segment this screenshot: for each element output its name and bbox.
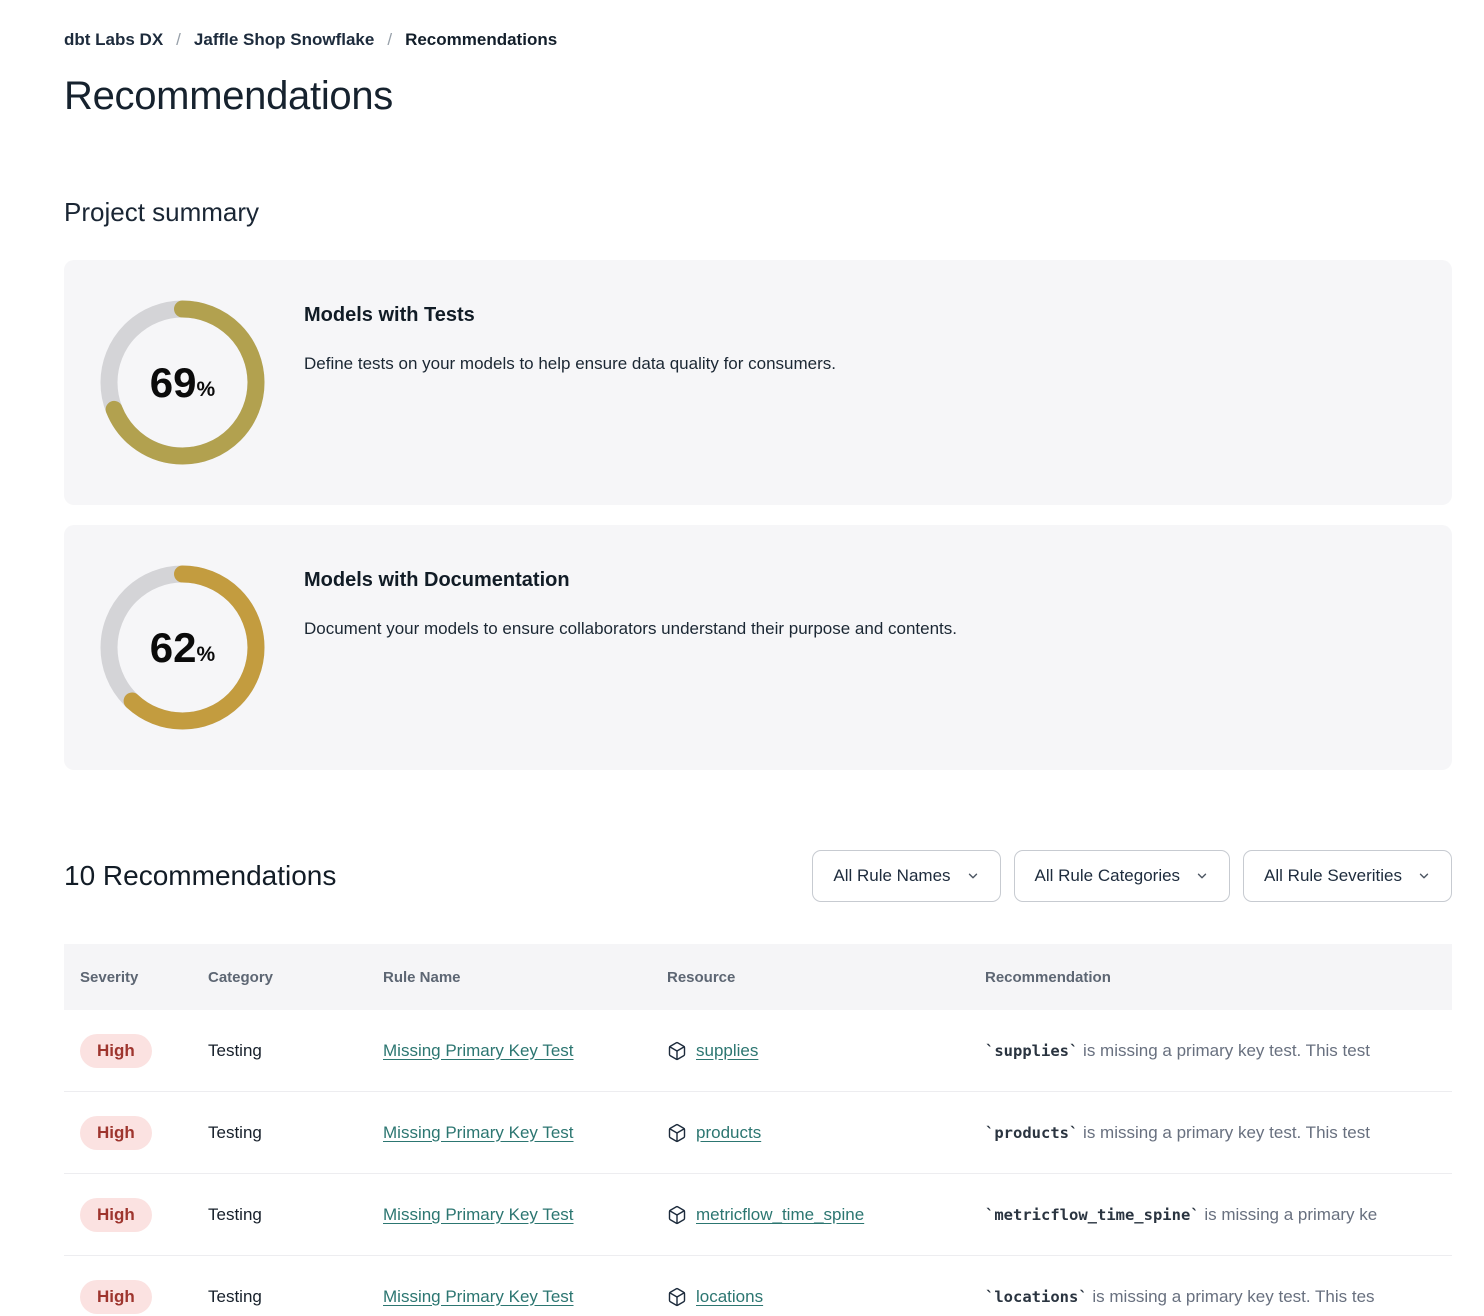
resource-link[interactable]: supplies (696, 1040, 759, 1060)
category-cell: Testing (208, 1122, 262, 1142)
recommendation-cell: `locations` is missing a primary key tes… (985, 1287, 1452, 1307)
summary-card-text: Models with Tests Define tests on your m… (304, 260, 836, 374)
summary-card-description: Define tests on your models to help ensu… (304, 354, 837, 373)
rule-name-link[interactable]: Missing Primary Key Test (383, 1286, 574, 1306)
filter-all-rule-categories[interactable]: All Rule Categories (1013, 850, 1231, 902)
recommendation-cell: `metricflow_time_spine` is missing a pri… (985, 1205, 1452, 1225)
column-header-category: Category (208, 968, 274, 986)
table-row: High Testing Missing Primary Key Test me… (64, 1174, 1452, 1256)
breadcrumb-separator: / (387, 30, 393, 49)
filter-all-rule-severities[interactable]: All Rule Severities (1243, 850, 1452, 902)
page-title: Recommendations (64, 74, 393, 118)
rule-name-link[interactable]: Missing Primary Key Test (383, 1040, 574, 1060)
cube-icon (667, 1041, 687, 1061)
resource-cell: products (667, 1123, 985, 1143)
column-header-severity: Severity (80, 968, 139, 986)
cube-icon (667, 1287, 687, 1307)
breadcrumb-item-recommendations: Recommendations (405, 30, 558, 49)
summary-card: 62% Models with Documentation Document y… (64, 525, 1452, 770)
breadcrumb: dbt Labs DX / Jaffle Shop Snowflake / Re… (64, 30, 1452, 50)
category-cell: Testing (208, 1040, 262, 1060)
column-header-rule-name: Rule Name (383, 968, 461, 986)
resource-cell: locations (667, 1287, 985, 1307)
summary-card-text: Models with Documentation Document your … (304, 525, 957, 639)
table-row: High Testing Missing Primary Key Test lo… (64, 1256, 1452, 1316)
filter-all-rule-names[interactable]: All Rule Names (812, 850, 1001, 902)
breadcrumb-separator: / (176, 30, 181, 49)
breadcrumb-item-jaffle-shop-snowflake[interactable]: Jaffle Shop Snowflake (193, 30, 375, 49)
project-summary-cards: 69% Models with Tests Define tests on yo… (64, 260, 1452, 770)
filter-label: All Rule Names (833, 866, 951, 885)
donut-percent-label: 62% (149, 623, 216, 671)
recommendations-count-heading: 10 Recommendations (64, 860, 337, 891)
severity-badge: High (80, 1033, 152, 1068)
cube-icon (667, 1205, 687, 1225)
category-cell: Testing (208, 1204, 262, 1224)
resource-cell: metricflow_time_spine (667, 1205, 985, 1225)
project-summary-heading: Project summary (64, 197, 260, 227)
severity-badge: High (80, 1279, 152, 1314)
resource-link[interactable]: metricflow_time_spine (696, 1204, 865, 1224)
summary-card-title: Models with Documentation (304, 569, 570, 591)
filter-group: All Rule Names All Rule Categories All R… (812, 850, 1452, 902)
recommendation-code: `products` (985, 1123, 1079, 1142)
chevron-down-icon (966, 869, 980, 883)
recommendation-text: is missing a primary key test. This test (1078, 1040, 1370, 1060)
recommendation-text: is missing a primary key test. This tes (1087, 1286, 1375, 1306)
recommendation-cell: `products` is missing a primary key test… (985, 1123, 1452, 1143)
donut-ring (100, 565, 265, 730)
column-header-resource: Resource (667, 968, 736, 986)
donut-ring (100, 300, 265, 465)
table-row: High Testing Missing Primary Key Test pr… (64, 1092, 1452, 1174)
recommendation-code: `supplies` (985, 1041, 1079, 1060)
table-body: High Testing Missing Primary Key Test su… (64, 1010, 1452, 1316)
breadcrumb-item-dbt-labs-dx[interactable]: dbt Labs DX (64, 30, 164, 49)
recommendation-text: is missing a primary ke (1199, 1204, 1378, 1224)
donut-percent-label: 69% (149, 358, 216, 406)
progress-donut-chart: 69% (100, 300, 265, 465)
cube-icon (667, 1123, 687, 1143)
recommendations-table: Severity Category Rule Name Resource Rec… (64, 944, 1452, 1316)
table-row: High Testing Missing Primary Key Test su… (64, 1010, 1452, 1092)
chevron-down-icon (1417, 869, 1431, 883)
resource-link[interactable]: products (696, 1122, 762, 1142)
progress-donut-chart: 62% (100, 565, 265, 730)
filter-label: All Rule Categories (1034, 866, 1181, 885)
resource-link[interactable]: locations (696, 1286, 764, 1306)
summary-card: 69% Models with Tests Define tests on yo… (64, 260, 1452, 505)
recommendation-code: `metricflow_time_spine` (985, 1205, 1200, 1224)
column-header-recommendation: Recommendation (985, 968, 1111, 986)
recommendation-cell: `supplies` is missing a primary key test… (985, 1041, 1452, 1061)
chevron-down-icon (1195, 869, 1209, 883)
rule-name-link[interactable]: Missing Primary Key Test (383, 1122, 574, 1142)
table-header-row: Severity Category Rule Name Resource Rec… (64, 944, 1452, 1010)
recommendations-header-bar: 10 Recommendations All Rule Names All Ru… (64, 850, 1452, 902)
summary-card-description: Document your models to ensure collabora… (304, 619, 957, 638)
summary-card-title: Models with Tests (304, 304, 475, 326)
severity-badge: High (80, 1197, 152, 1232)
recommendation-text: is missing a primary key test. This test (1078, 1122, 1370, 1142)
recommendation-code: `locations` (985, 1287, 1088, 1306)
rule-name-link[interactable]: Missing Primary Key Test (383, 1204, 574, 1224)
category-cell: Testing (208, 1286, 262, 1306)
filter-label: All Rule Severities (1264, 866, 1402, 885)
severity-badge: High (80, 1115, 152, 1150)
resource-cell: supplies (667, 1041, 985, 1061)
